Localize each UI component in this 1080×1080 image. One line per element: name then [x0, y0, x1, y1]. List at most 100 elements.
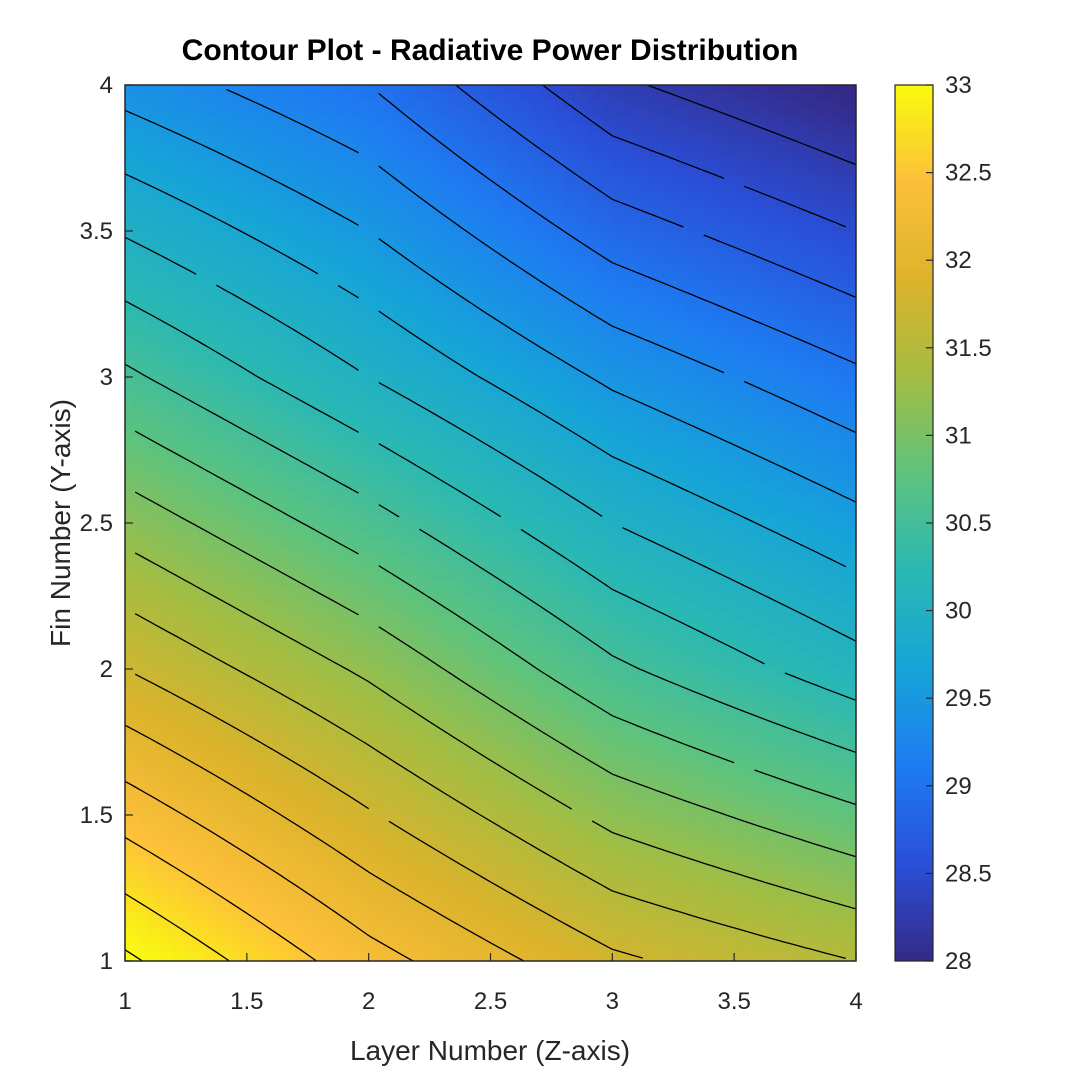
heatmap-cell	[344, 263, 354, 273]
heatmap-cell	[246, 450, 256, 459]
heatmap-cell	[165, 912, 175, 922]
heatmap-cell	[458, 360, 467, 370]
heatmap-cell	[417, 231, 427, 240]
heatmap-cell	[344, 912, 354, 922]
heatmap-cell	[417, 669, 427, 678]
heatmap-cell	[393, 149, 402, 159]
heatmap-cell	[441, 295, 451, 305]
heatmap-cell	[319, 214, 329, 224]
heatmap-cell	[254, 733, 264, 743]
heatmap-cell	[417, 896, 427, 905]
heatmap-cell	[263, 774, 272, 784]
heatmap-cell	[165, 158, 175, 167]
heatmap-cell	[271, 231, 280, 240]
heatmap-cell	[417, 255, 427, 265]
heatmap-cell	[449, 141, 459, 151]
heatmap-cell	[409, 271, 418, 281]
heatmap-cell	[458, 620, 467, 630]
heatmap-cell	[141, 133, 150, 143]
heatmap-cell	[441, 871, 451, 881]
heatmap-cell	[401, 571, 410, 581]
heatmap-cell	[214, 222, 224, 232]
heatmap-cell	[311, 174, 321, 183]
heatmap-cell	[376, 474, 386, 484]
heatmap-cell	[198, 109, 207, 119]
heatmap-cell	[214, 855, 224, 865]
heatmap-cell	[352, 758, 362, 767]
heatmap-cell	[181, 863, 191, 873]
heatmap-cell	[474, 93, 483, 102]
heatmap-cell	[238, 750, 248, 759]
heatmap-cell	[254, 393, 264, 402]
heatmap-cell	[157, 717, 167, 727]
heatmap-cell	[149, 385, 159, 394]
heatmap-cell	[125, 279, 134, 289]
heatmap-cell	[222, 685, 232, 694]
heatmap-cell	[409, 677, 418, 686]
heatmap-cell	[482, 782, 492, 792]
heatmap-cell	[466, 417, 475, 427]
heatmap-cell	[482, 531, 492, 540]
heatmap-cell	[198, 352, 207, 362]
heatmap-cell	[141, 952, 150, 961]
heatmap-cell	[417, 466, 427, 475]
heatmap-cell	[490, 466, 500, 475]
heatmap-cell	[425, 198, 435, 208]
heatmap-cell	[279, 498, 289, 508]
heatmap-cell	[466, 117, 475, 127]
heatmap-cell	[490, 320, 500, 329]
heatmap-cell	[214, 952, 224, 961]
heatmap-cell	[376, 198, 386, 208]
heatmap-cell	[198, 409, 207, 419]
heatmap-cell	[474, 604, 483, 613]
heatmap-cell	[344, 441, 354, 451]
heatmap-cell	[222, 644, 232, 654]
heatmap-cell	[425, 304, 435, 313]
heatmap-cell	[206, 158, 215, 167]
heatmap-cell	[303, 863, 313, 873]
heatmap-cell	[189, 385, 199, 394]
heatmap-cell	[311, 547, 321, 557]
heatmap-cell	[214, 368, 224, 378]
heatmap-cell	[319, 717, 329, 727]
heatmap-cell	[206, 239, 215, 248]
heatmap-cell	[384, 888, 394, 897]
heatmap-cell	[401, 344, 410, 354]
heatmap-cell	[376, 360, 386, 370]
heatmap-cell	[384, 896, 394, 905]
heatmap-cell	[482, 295, 492, 305]
heatmap-cell	[238, 393, 248, 402]
heatmap-cell	[433, 904, 443, 913]
heatmap-cell	[230, 531, 240, 540]
heatmap-cell	[368, 304, 378, 313]
heatmap-cell	[449, 628, 459, 638]
heatmap-cell	[263, 433, 272, 443]
heatmap-cell	[173, 652, 183, 662]
heatmap-cell	[384, 182, 394, 192]
heatmap-cell	[198, 531, 207, 540]
heatmap-cell	[198, 790, 207, 800]
heatmap-cell	[198, 214, 207, 224]
heatmap-cell	[198, 401, 207, 411]
heatmap-cell	[458, 742, 467, 751]
heatmap-cell	[466, 701, 475, 711]
heatmap-cell	[441, 206, 451, 216]
heatmap-cell	[311, 831, 321, 840]
heatmap-cell	[352, 928, 362, 938]
heatmap-cell	[125, 750, 134, 759]
heatmap-cell	[133, 385, 142, 394]
heatmap-cell	[482, 474, 492, 484]
heatmap-cell	[441, 701, 451, 711]
heatmap-cell	[230, 117, 240, 127]
heatmap-cell	[125, 758, 134, 767]
heatmap-cell	[230, 279, 240, 289]
heatmap-cell	[181, 620, 191, 630]
heatmap-cell	[311, 101, 321, 110]
heatmap-cell	[214, 271, 224, 281]
heatmap-cell	[230, 247, 240, 256]
heatmap-cell	[409, 596, 418, 605]
heatmap-cell	[466, 952, 475, 961]
heatmap-cell	[376, 279, 386, 289]
heatmap-cell	[198, 669, 207, 678]
heatmap-cell	[189, 352, 199, 362]
